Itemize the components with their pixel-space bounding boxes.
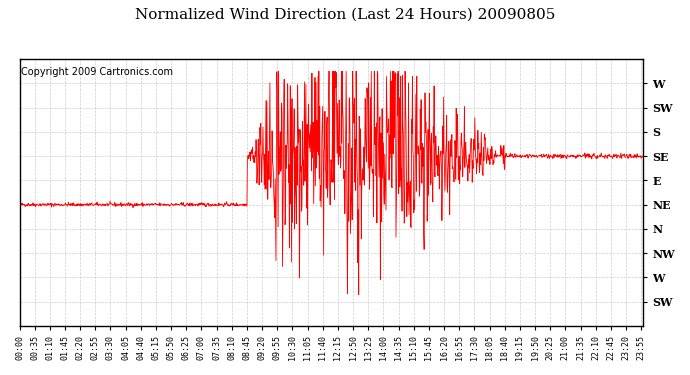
- Text: Normalized Wind Direction (Last 24 Hours) 20090805: Normalized Wind Direction (Last 24 Hours…: [135, 8, 555, 21]
- Text: Copyright 2009 Cartronics.com: Copyright 2009 Cartronics.com: [21, 67, 172, 77]
